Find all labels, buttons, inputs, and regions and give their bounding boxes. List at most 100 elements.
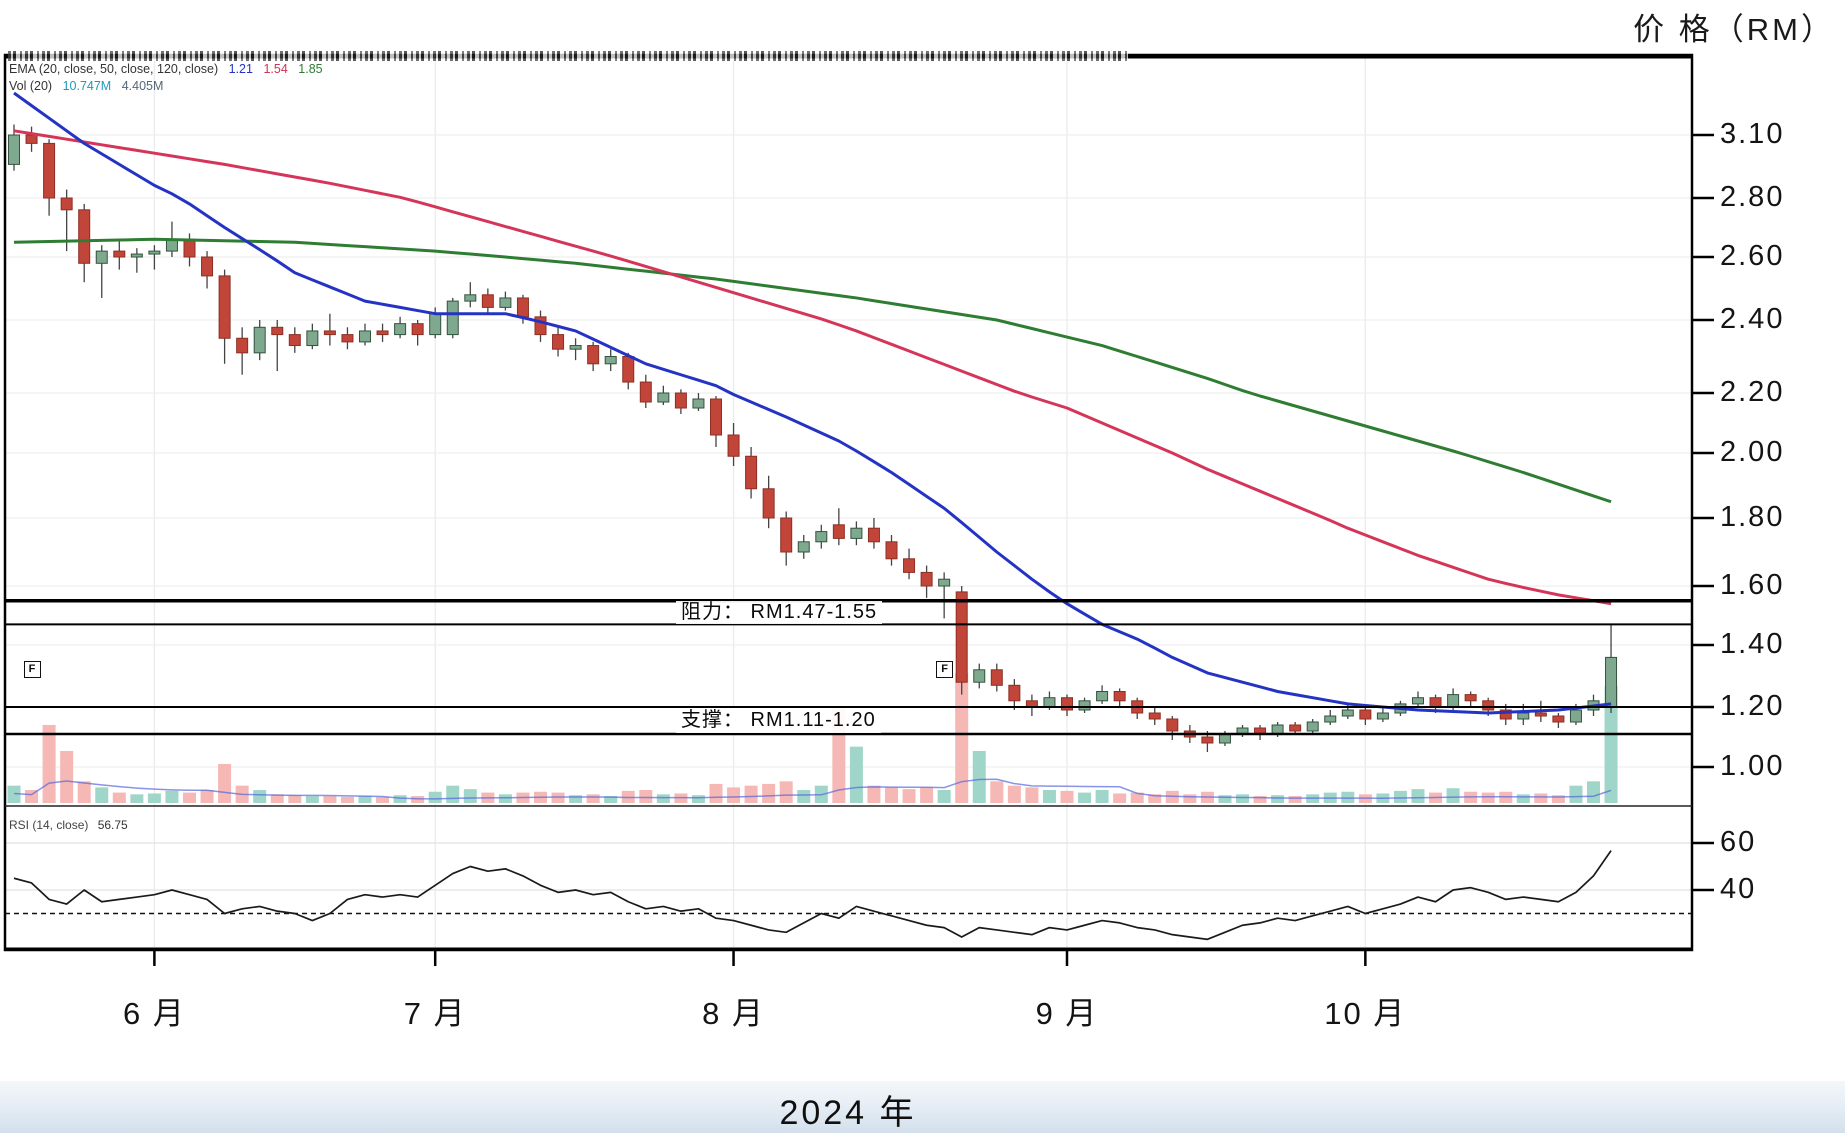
price-axis-title: 价 格（RM） [1633,12,1835,47]
volume-bar [1236,794,1249,803]
price-tick-label: 2.20 [1720,376,1785,408]
volume-bar [1095,789,1109,803]
candle-body [499,297,512,308]
volume-bar [498,794,512,803]
volume-bar [727,787,741,803]
candle-body [674,392,687,409]
volume-bar [1587,781,1600,803]
volume-bar [656,794,670,803]
event-flag-marker: F [936,661,954,678]
candle-body [516,297,529,318]
volume-bar [1569,785,1583,803]
volume-bar [990,781,1004,803]
volume-bar [1253,796,1267,803]
candle-body [1552,715,1565,723]
volume-bar [288,795,302,803]
price-tick-label: 1.60 [1720,569,1785,601]
candle-body [183,238,196,258]
candle-body [1429,697,1442,708]
candle-body [113,250,126,258]
candle-body [1271,724,1284,735]
volume-legend: Vol (20) 10.747M 4.405M [9,79,163,93]
volume-bar [1271,795,1285,803]
volume-bar [270,794,284,803]
candle-body [1359,709,1372,720]
candle-body [1113,691,1126,702]
volume-bar [1411,789,1425,803]
volume-bar [77,781,91,803]
candle-body [710,398,722,436]
volume-bar [1078,792,1092,803]
rsi-tick-label: 60 [1720,826,1757,858]
candle-body [622,356,635,383]
candle-body [359,330,371,343]
candle-body [481,294,494,308]
candle-body [1605,656,1618,708]
ema120-value: 1.85 [298,62,323,76]
price-tick-label: 3.10 [1720,118,1785,150]
candle-body [1043,697,1056,708]
volume-bar [42,724,56,803]
volume-bar [305,796,319,803]
volume-bar [551,792,565,803]
candle-body [920,571,933,587]
volume-bar [428,791,442,803]
candle-body [1341,709,1354,717]
candle-body [1306,721,1319,732]
volume-bar [1534,793,1548,803]
candle-body [762,488,775,519]
candle-body [1447,694,1460,708]
volume-value-1: 10.747M [62,79,112,93]
ema20-value: 1.21 [228,62,253,76]
candle-body [60,197,73,211]
candle-body [464,294,477,302]
volume-bar [463,789,477,803]
candle-body [253,326,266,354]
rsi-line [13,850,1612,941]
candle-body [1078,700,1091,711]
volume-bar [446,785,460,803]
candle-body [797,541,810,553]
rsi-tick-label: 40 [1720,873,1757,905]
candle-body [271,326,284,336]
candle-body [1201,736,1214,744]
candle-body [1008,684,1021,702]
support-annotation: 支撑： RM1.11-1.20 [676,708,881,733]
candle-body [130,253,143,258]
month-tick-label: 8 月 [702,996,765,1031]
volume-bar [1130,792,1144,803]
candle-body [867,527,880,543]
candle-body [429,313,442,336]
volume-bar [60,750,74,803]
volume-bar [744,785,758,803]
volume-bar [902,789,916,803]
volume-bar [1113,793,1127,803]
candle-body [938,578,951,587]
price-tick-label: 1.20 [1720,690,1785,722]
year-bar: 2024 年 [0,1081,1845,1133]
ema-legend-label: EMA (20, close, 50, close, 120, close) [9,62,219,76]
month-tick-label: 7 月 [403,996,467,1031]
candle-body [534,316,547,336]
candle-body [604,356,617,365]
volume-bar [1481,792,1495,803]
month-tick-label: 10 月 [1324,996,1407,1031]
volume-bar [972,750,986,803]
volume-bar [1218,795,1232,803]
volume-bar [604,796,618,803]
ema120-line [13,237,1612,504]
candle-body [1148,712,1161,720]
volume-bar [691,795,705,803]
candle-body [25,134,38,144]
candle-body [1499,709,1512,720]
candle-body [1166,718,1179,732]
candle-body [95,250,108,264]
volume-legend-label: Vol (20) [9,79,53,93]
volume-bar [885,787,898,803]
volume-bar [1060,790,1074,803]
candle-body [306,330,319,347]
volume-bar [1148,794,1162,803]
candle-body [552,334,565,350]
event-flag-marker: F [23,661,41,678]
